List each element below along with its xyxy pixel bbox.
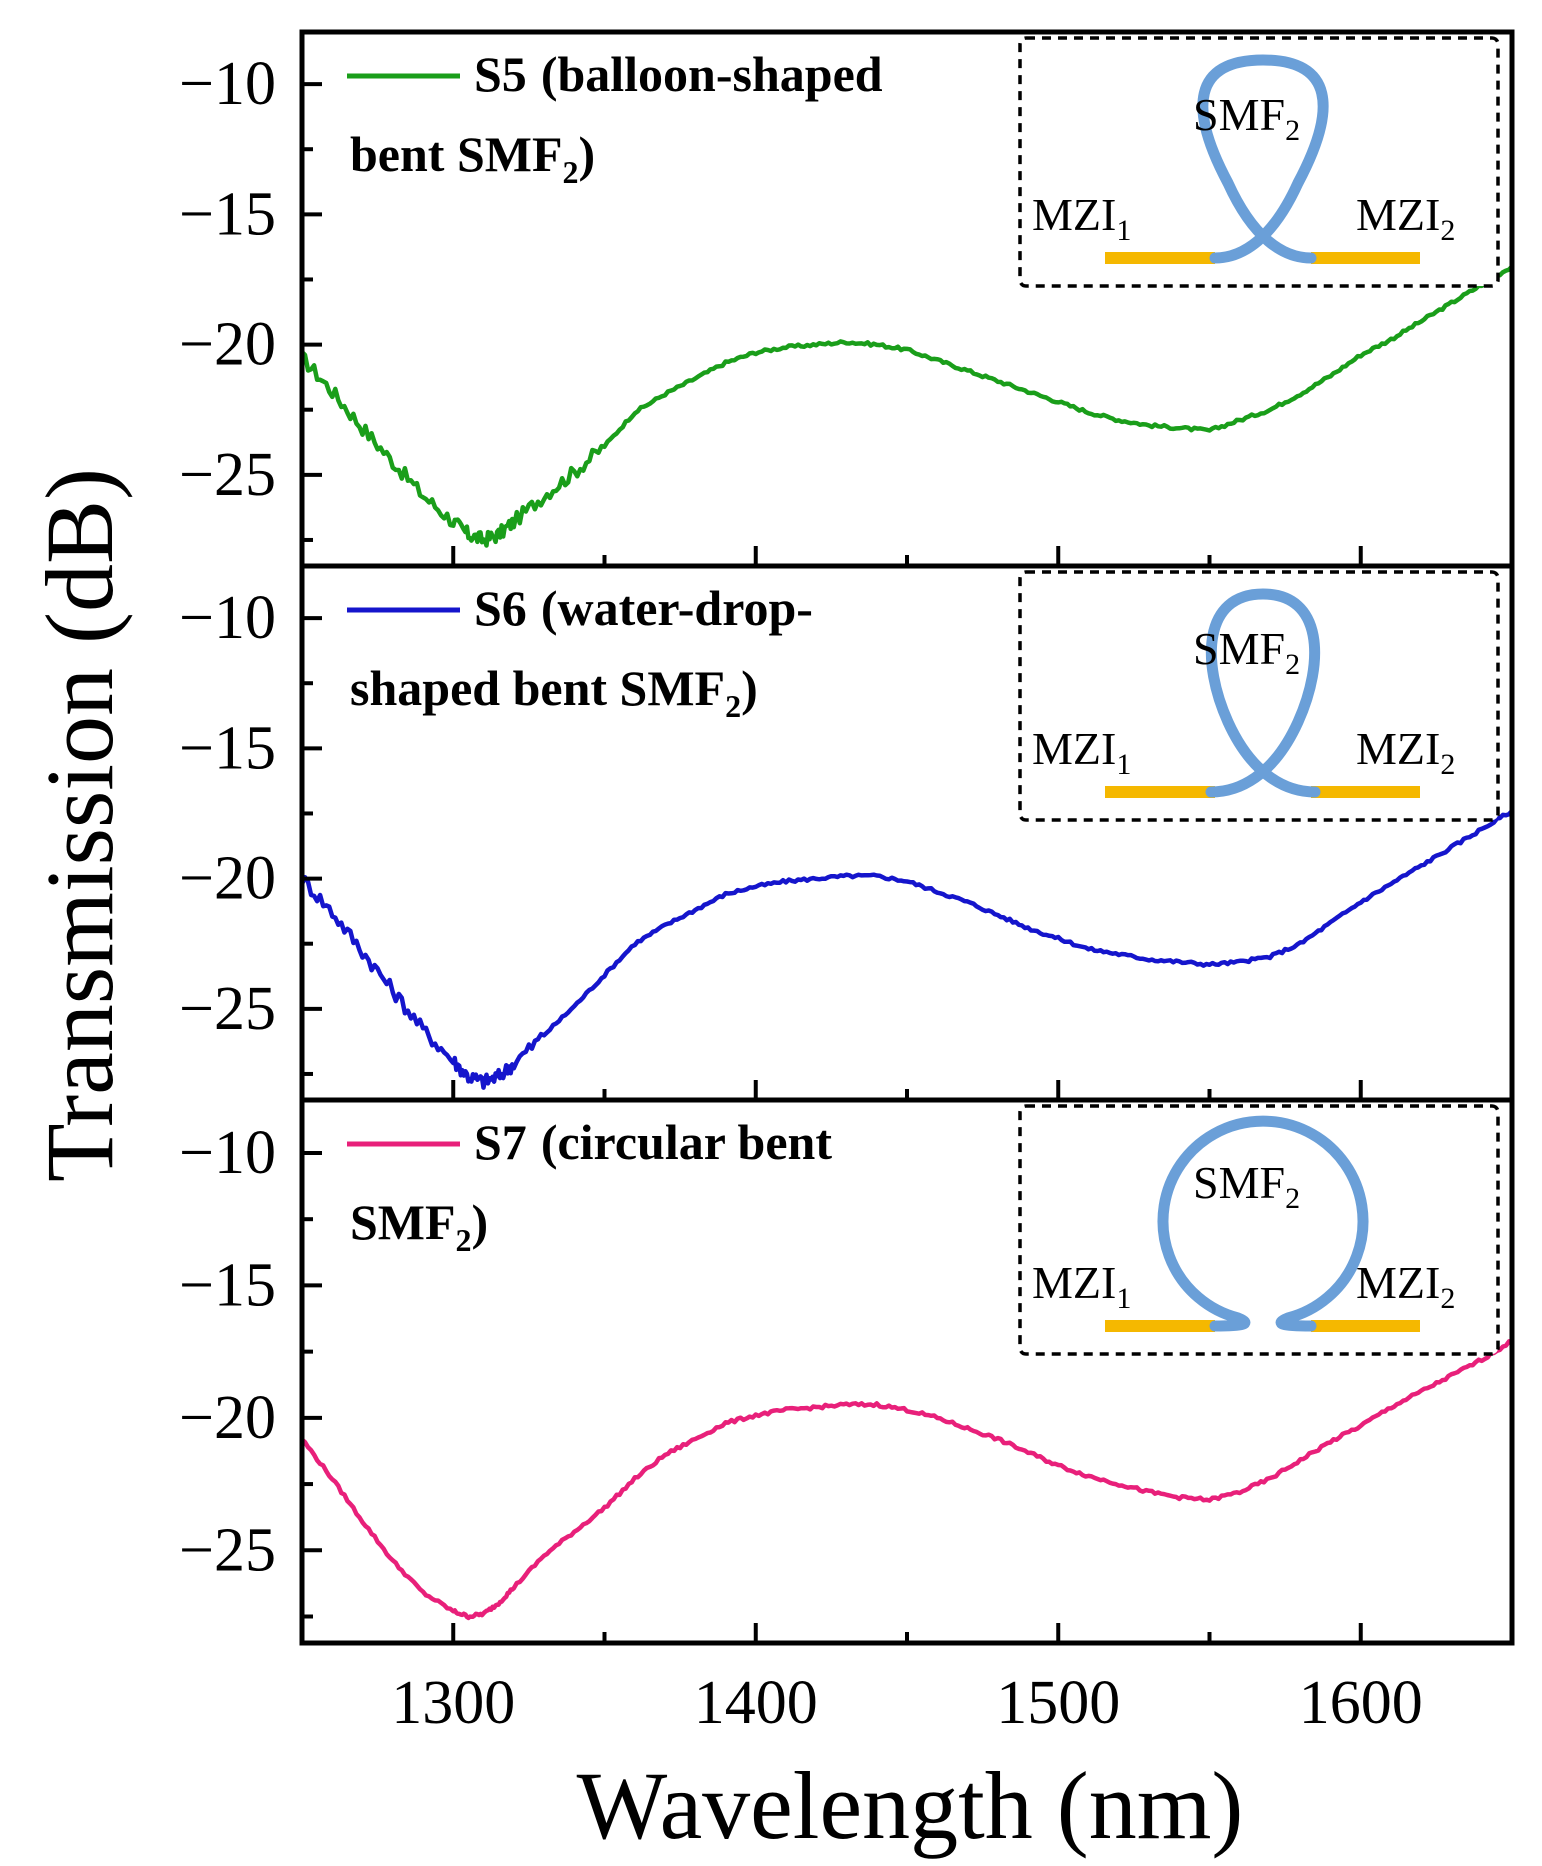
- inset-loop-label: SMF2: [1193, 1157, 1300, 1215]
- inset-loop-label-main: SMF: [1193, 89, 1285, 140]
- legend-subscript: 2: [725, 688, 741, 724]
- legend-description: (circular bent: [541, 1114, 833, 1170]
- series-S6-line: [302, 809, 1512, 1090]
- inset-loop-label: SMF2: [1193, 89, 1300, 147]
- y-tick-label: −20: [179, 845, 276, 913]
- legend-description-cont: shaped bent SMF: [350, 660, 725, 716]
- y-tick-label: −15: [179, 1251, 276, 1319]
- y-tick-label: −20: [179, 1384, 276, 1452]
- y-tick-label: −15: [179, 180, 276, 248]
- y-axis-title: Transmission (dB): [26, 468, 133, 1182]
- y-tick-label: −10: [179, 50, 276, 118]
- legend-series-name: S6: [474, 580, 527, 636]
- inset-right-label-subscript: 2: [1440, 1282, 1455, 1315]
- inset-right-label-subscript: 2: [1440, 214, 1455, 247]
- y-tick-label: −25: [179, 975, 276, 1043]
- y-tick-label: −10: [179, 584, 276, 652]
- legend-subscript: 2: [456, 1222, 472, 1258]
- inset-left-label-main: MZI: [1032, 189, 1116, 240]
- legend-description-cont: bent SMF: [350, 126, 563, 182]
- inset-right-label: MZI2: [1356, 189, 1455, 247]
- inset-border: [1018, 36, 1500, 288]
- legend-text-line2: SMF2): [350, 1194, 488, 1258]
- inset-border: [1018, 570, 1500, 822]
- inset-left-label-subscript: 1: [1116, 748, 1131, 781]
- inset-left-label: MZI1: [1032, 189, 1131, 247]
- series-S5-line: [302, 264, 1512, 548]
- legend-text-line2: shaped bent SMF2): [350, 660, 758, 724]
- legend-text-line1: S7 (circular bent: [474, 1114, 832, 1170]
- inset-left-label-main: MZI: [1032, 723, 1116, 774]
- y-tick-label: −10: [179, 1119, 276, 1187]
- y-tick-label: −15: [179, 714, 276, 782]
- inset-loop-label-subscript: 2: [1285, 648, 1300, 681]
- series-S7-line: [302, 1338, 1512, 1621]
- x-axis-title: Wavelength (nm): [577, 1752, 1244, 1859]
- inset-left-label-subscript: 1: [1116, 214, 1131, 247]
- fiber-loop: [1205, 588, 1321, 798]
- inset-loop-label-main: SMF: [1193, 623, 1285, 674]
- inset-loop-label: SMF2: [1193, 623, 1300, 681]
- y-tick-label: −20: [179, 311, 276, 379]
- legend-close: ): [741, 660, 758, 716]
- legend-text-line2: bent SMF2): [350, 126, 595, 190]
- inset-right-label-subscript: 2: [1440, 748, 1455, 781]
- legend-subscript: 2: [563, 154, 579, 190]
- x-tick-label: 1400: [694, 1669, 818, 1737]
- inset-loop-label-subscript: 2: [1285, 1182, 1300, 1215]
- inset-loop-label-main: SMF: [1193, 1157, 1285, 1208]
- legend-series-name: S5: [474, 46, 527, 102]
- x-tick-label: 1600: [1299, 1669, 1423, 1737]
- inset-left-label: MZI1: [1032, 723, 1131, 781]
- inset-border: [1018, 1104, 1500, 1356]
- inset-right-label: MZI2: [1356, 1257, 1455, 1315]
- inset-left-label: MZI1: [1032, 1257, 1131, 1315]
- legend-close: ): [472, 1194, 489, 1250]
- inset-right-label-main: MZI: [1356, 723, 1440, 774]
- x-tick-label: 1300: [391, 1669, 515, 1737]
- y-tick-label: −25: [179, 1516, 276, 1584]
- legend-text-line1: S5 (balloon-shaped: [474, 46, 883, 102]
- inset-loop-label-subscript: 2: [1285, 114, 1300, 147]
- x-tick-label: 1500: [996, 1669, 1120, 1737]
- legend-close: ): [579, 126, 596, 182]
- inset-left-label-subscript: 1: [1116, 1282, 1131, 1315]
- fiber-loop: [1197, 54, 1329, 264]
- legend-description-cont: SMF: [350, 1194, 456, 1250]
- legend-text-line1: S6 (water-drop-: [474, 580, 813, 636]
- inset-left-label-main: MZI: [1032, 1257, 1116, 1308]
- y-tick-label: −25: [179, 441, 276, 509]
- panel-middle: −10 −15 −20 −25 S6 (water-drop-shaped bent SM…: [179, 563, 1515, 1103]
- legend-description: (water-drop-: [541, 580, 813, 636]
- inset-right-label-main: MZI: [1356, 189, 1440, 240]
- panel-bottom: −10 −15 −20 −25 1300 1400 1500 1600 S7 (circular …: [179, 1097, 1515, 1737]
- inset-right-label: MZI2: [1356, 723, 1455, 781]
- legend-series-name: S7: [474, 1114, 527, 1170]
- fiber-loop: [1157, 1115, 1369, 1332]
- inset-right-label-main: MZI: [1356, 1257, 1440, 1308]
- legend-description: (balloon-shaped: [541, 46, 883, 102]
